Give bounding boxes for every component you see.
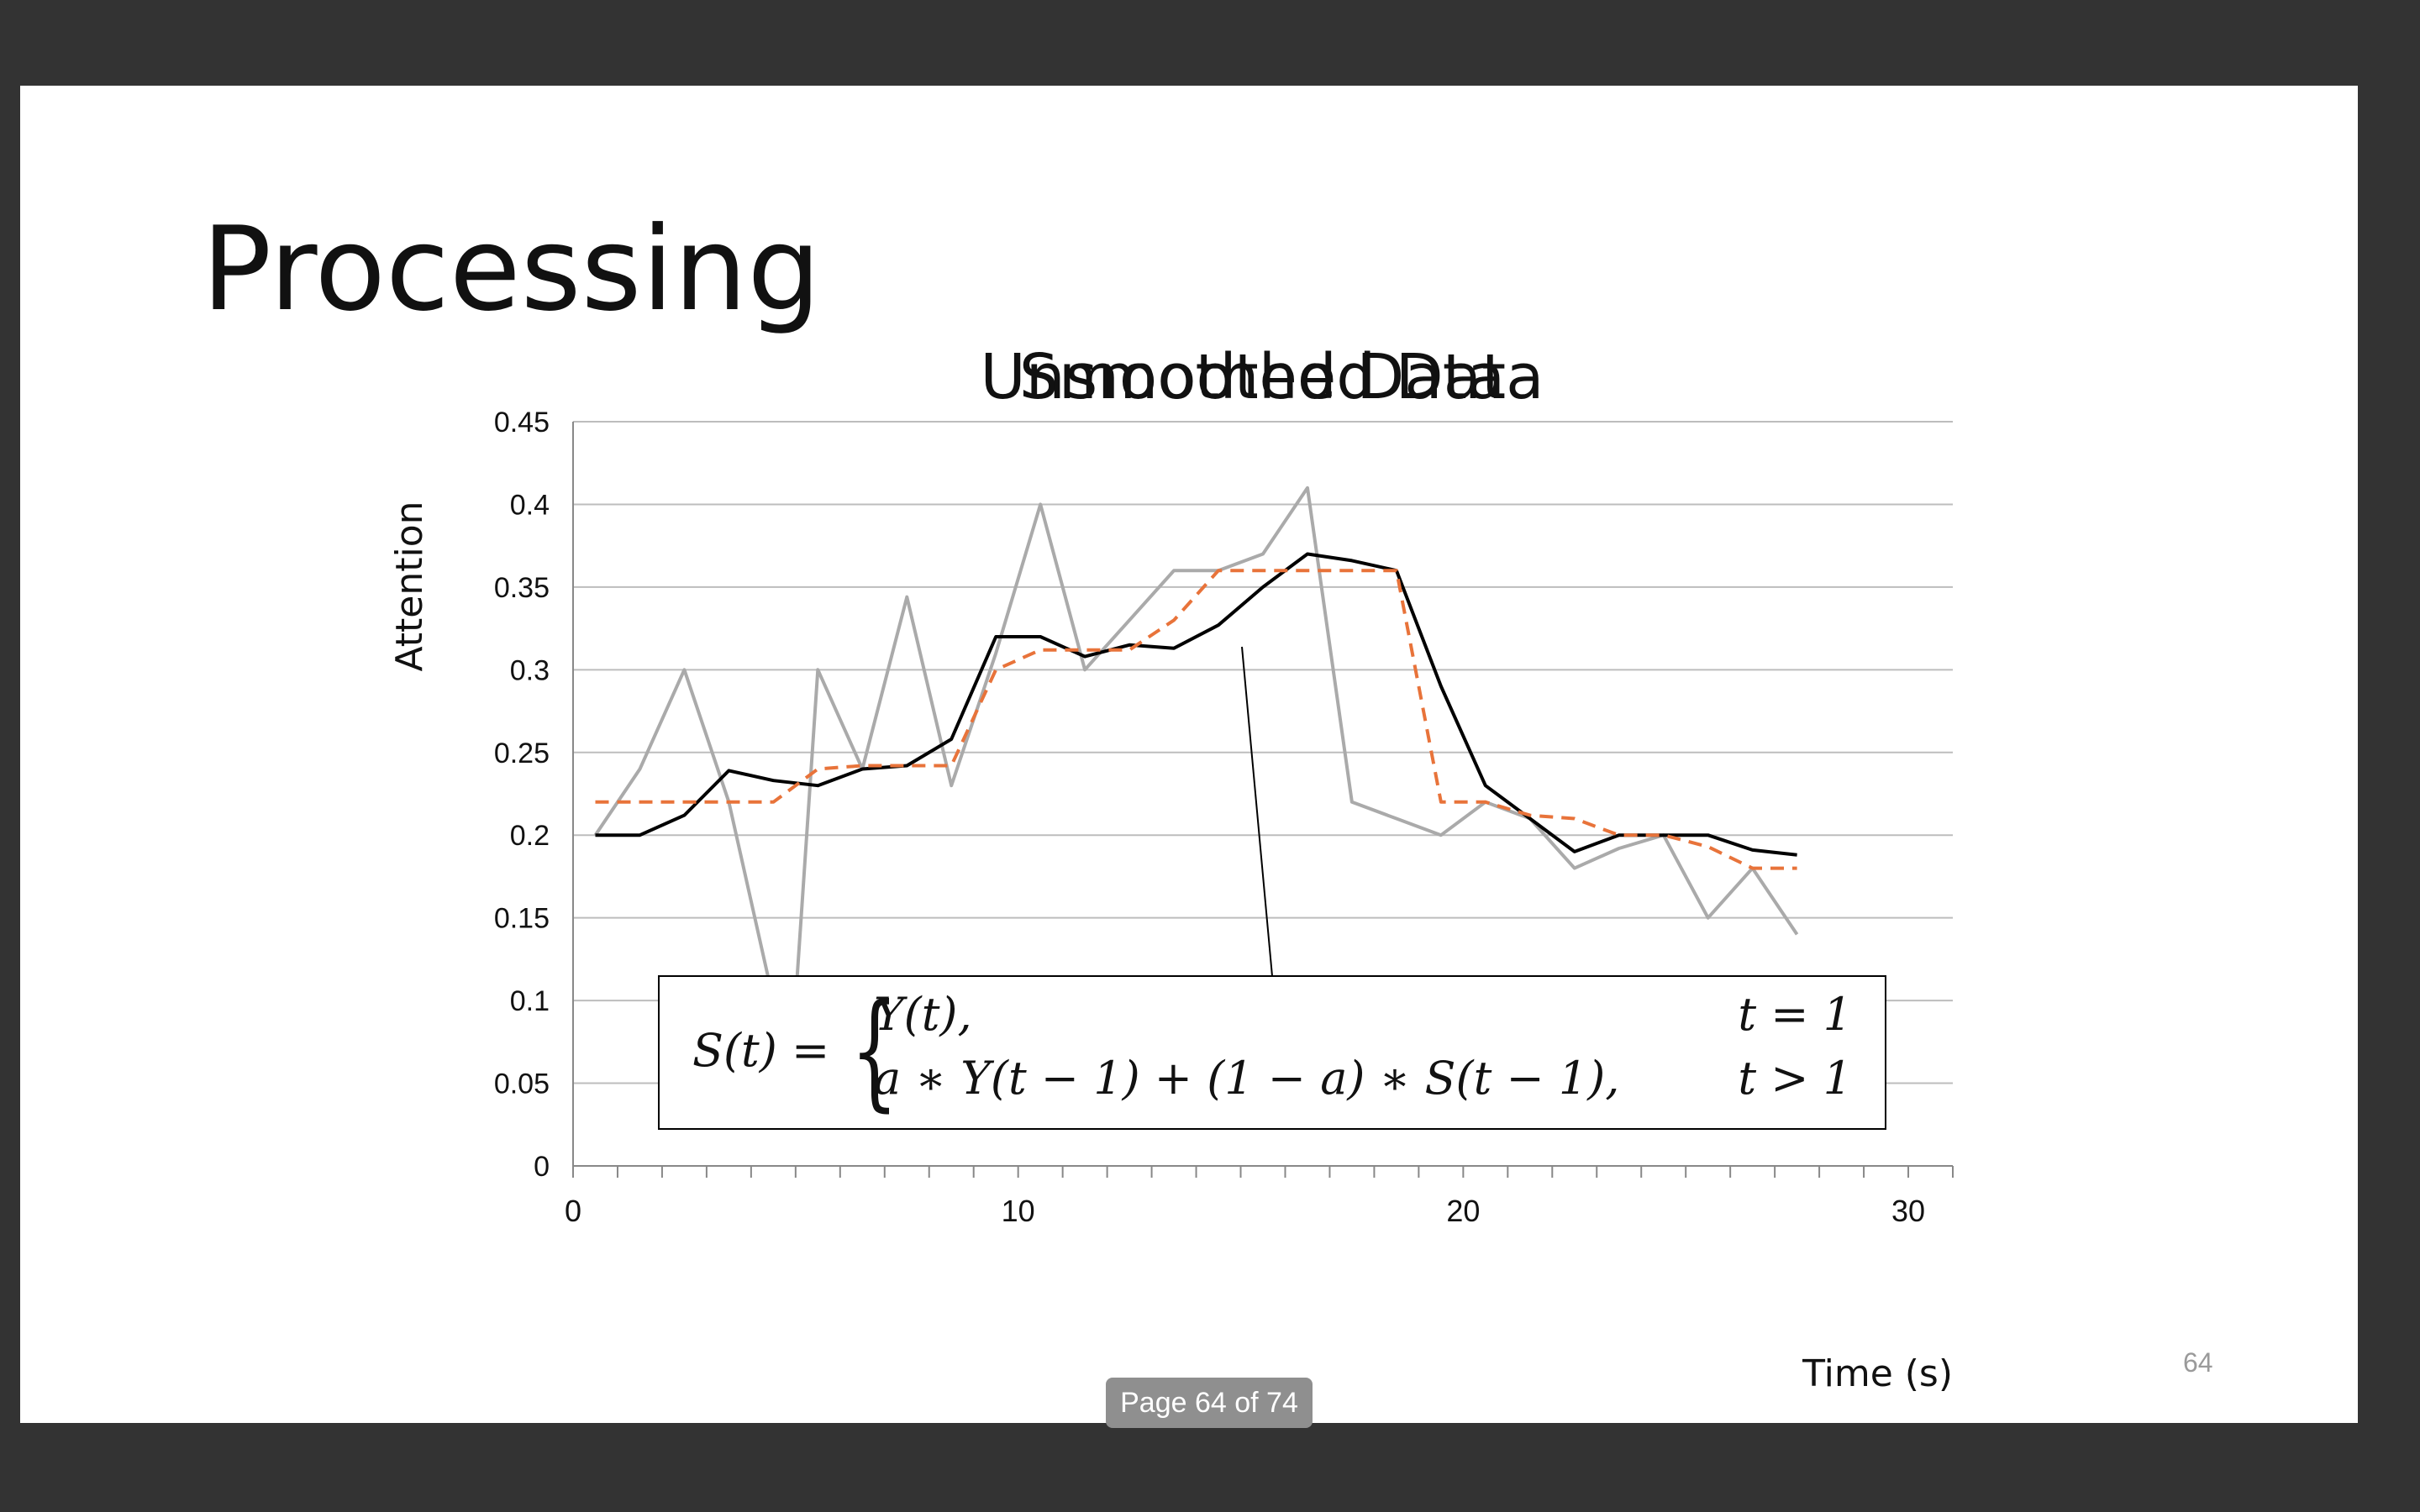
slide: Processing Unsmoothed Data Smoothed Data … bbox=[20, 86, 2358, 1423]
chart-title-0: Unsmoothed Data bbox=[981, 341, 1544, 413]
x-tick-label: 30 bbox=[1891, 1194, 1925, 1228]
series-line-0 bbox=[593, 486, 1799, 1003]
y-tick-label: 0.4 bbox=[510, 489, 550, 521]
formula-case1-expr: Y(t), bbox=[874, 988, 972, 1041]
formula-brace: { bbox=[850, 978, 898, 1125]
y-axis-label: Attention bbox=[388, 501, 431, 671]
x-tick-label: 0 bbox=[565, 1194, 581, 1228]
series-line-1 bbox=[595, 552, 1797, 857]
formula-box: S(t) = { Y(t), a ∗ Y(t − 1) + (1 − a) ∗ … bbox=[658, 975, 1886, 1130]
series-group bbox=[593, 486, 1799, 1003]
formula-box-frame bbox=[658, 975, 1886, 1130]
y-tick-label: 0.3 bbox=[510, 654, 550, 686]
formula-case1-cond: t = 1 bbox=[1738, 988, 1852, 1041]
formula-case2-expr: a ∗ Y(t − 1) + (1 − a) ∗ S(t − 1), bbox=[874, 1052, 1619, 1105]
slide-title: Processing bbox=[202, 202, 821, 337]
y-tick-label: 0.35 bbox=[494, 572, 550, 604]
tick-labels: 0 0.05 0.1 0.15 0.2 0.25 0.3 0.35 0.4 0.45 0 10 20 30 bbox=[494, 407, 1925, 1228]
y-tick-label: 0.05 bbox=[494, 1068, 550, 1100]
series-line-2 bbox=[595, 569, 1797, 870]
callout-leader-line bbox=[1241, 646, 1273, 977]
x-tick-label: 20 bbox=[1446, 1194, 1480, 1228]
axes bbox=[572, 422, 1954, 1178]
formula-case2-cond: t > 1 bbox=[1738, 1052, 1852, 1105]
formula-lhs: S(t) = bbox=[692, 1024, 829, 1077]
x-axis-label: Time (s) bbox=[1802, 1352, 1953, 1395]
x-tick-label: 10 bbox=[1002, 1194, 1035, 1228]
slide-number: 64 bbox=[2183, 1347, 2213, 1378]
y-tick-label: 0.45 bbox=[494, 407, 550, 438]
y-tick-label: 0 bbox=[534, 1151, 550, 1183]
chart-title-1: Smoothed Data bbox=[1019, 341, 1505, 413]
y-tick-label: 0.1 bbox=[510, 985, 550, 1017]
page-indicator: Page 64 of 74 bbox=[1106, 1378, 1313, 1428]
y-tick-label: 0.15 bbox=[494, 903, 550, 935]
y-tick-label: 0.25 bbox=[494, 738, 550, 769]
y-tick-label: 0.2 bbox=[510, 820, 550, 852]
